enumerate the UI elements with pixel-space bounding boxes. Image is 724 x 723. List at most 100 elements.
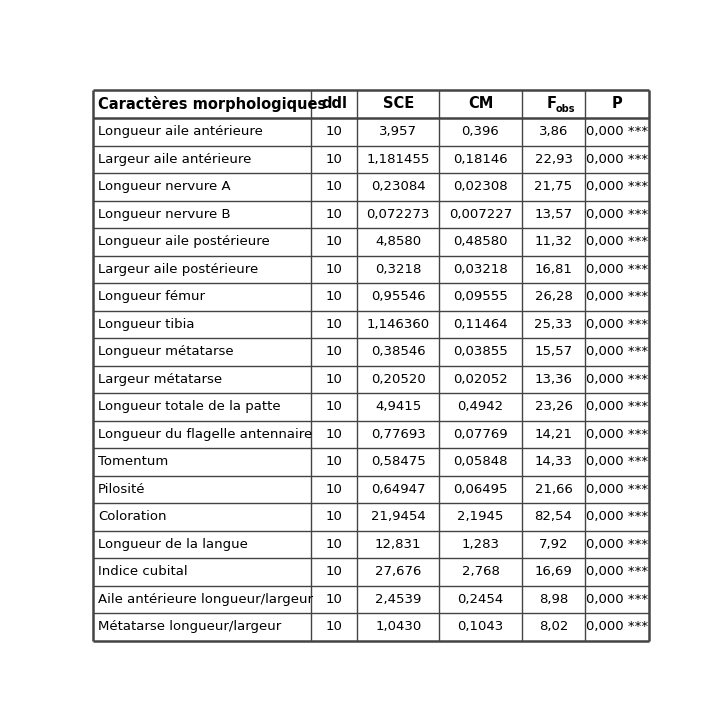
Text: 0,007227: 0,007227 bbox=[449, 208, 512, 221]
Text: 21,75: 21,75 bbox=[534, 181, 573, 194]
Text: 16,81: 16,81 bbox=[534, 263, 573, 276]
Text: Longueur totale de la patte: Longueur totale de la patte bbox=[98, 401, 280, 414]
Text: 4,9415: 4,9415 bbox=[375, 401, 421, 414]
Text: 0,000 ***: 0,000 *** bbox=[586, 153, 648, 166]
Text: 0,000 ***: 0,000 *** bbox=[586, 291, 648, 304]
Text: Longueur nervure A: Longueur nervure A bbox=[98, 181, 230, 194]
Text: 0,072273: 0,072273 bbox=[366, 208, 430, 221]
Text: 0,64947: 0,64947 bbox=[371, 483, 426, 496]
Text: Longueur du flagelle antennaire: Longueur du flagelle antennaire bbox=[98, 428, 312, 441]
Text: 0,000 ***: 0,000 *** bbox=[586, 593, 648, 606]
Text: P: P bbox=[612, 96, 623, 111]
Text: 0,396: 0,396 bbox=[462, 126, 500, 138]
Text: 1,0430: 1,0430 bbox=[375, 620, 421, 633]
Text: 22,93: 22,93 bbox=[534, 153, 573, 166]
Text: 12,831: 12,831 bbox=[375, 538, 421, 551]
Text: 0,000 ***: 0,000 *** bbox=[586, 126, 648, 138]
Text: 10: 10 bbox=[326, 263, 342, 276]
Text: Coloration: Coloration bbox=[98, 510, 167, 523]
Text: Longueur nervure B: Longueur nervure B bbox=[98, 208, 230, 221]
Text: 0,77693: 0,77693 bbox=[371, 428, 426, 441]
Text: Longueur aile postérieure: Longueur aile postérieure bbox=[98, 236, 269, 249]
Text: 27,676: 27,676 bbox=[375, 565, 421, 578]
Text: 0,000 ***: 0,000 *** bbox=[586, 538, 648, 551]
Text: 10: 10 bbox=[326, 373, 342, 386]
Text: 0,000 ***: 0,000 *** bbox=[586, 455, 648, 469]
Text: F: F bbox=[547, 96, 557, 111]
Text: 15,57: 15,57 bbox=[534, 346, 573, 359]
Text: CM: CM bbox=[468, 96, 493, 111]
Text: 10: 10 bbox=[326, 428, 342, 441]
Text: 2,1945: 2,1945 bbox=[458, 510, 504, 523]
Text: 0,20520: 0,20520 bbox=[371, 373, 426, 386]
Text: 1,283: 1,283 bbox=[461, 538, 500, 551]
Text: 0,000 ***: 0,000 *** bbox=[586, 181, 648, 194]
Text: 13,36: 13,36 bbox=[534, 373, 573, 386]
Text: 0,000 ***: 0,000 *** bbox=[586, 428, 648, 441]
Text: 10: 10 bbox=[326, 318, 342, 331]
Text: 14,33: 14,33 bbox=[534, 455, 573, 469]
Text: 0,000 ***: 0,000 *** bbox=[586, 346, 648, 359]
Text: 0,000 ***: 0,000 *** bbox=[586, 263, 648, 276]
Text: 0,000 ***: 0,000 *** bbox=[586, 620, 648, 633]
Text: 0,1043: 0,1043 bbox=[458, 620, 504, 633]
Text: Caractères morphologiques: Caractères morphologiques bbox=[98, 96, 326, 112]
Text: 0,000 ***: 0,000 *** bbox=[586, 565, 648, 578]
Text: 10: 10 bbox=[326, 181, 342, 194]
Text: 0,05848: 0,05848 bbox=[453, 455, 508, 469]
Text: 0,3218: 0,3218 bbox=[375, 263, 421, 276]
Text: 82,54: 82,54 bbox=[534, 510, 573, 523]
Text: 2,4539: 2,4539 bbox=[375, 593, 421, 606]
Text: 0,02308: 0,02308 bbox=[453, 181, 508, 194]
Text: Longueur métatarse: Longueur métatarse bbox=[98, 346, 233, 359]
Text: 25,33: 25,33 bbox=[534, 318, 573, 331]
Text: 26,28: 26,28 bbox=[534, 291, 573, 304]
Text: 10: 10 bbox=[326, 236, 342, 249]
Text: 10: 10 bbox=[326, 565, 342, 578]
Text: 13,57: 13,57 bbox=[534, 208, 573, 221]
Text: 0,02052: 0,02052 bbox=[453, 373, 508, 386]
Text: 3,86: 3,86 bbox=[539, 126, 568, 138]
Text: Largeur aile postérieure: Largeur aile postérieure bbox=[98, 263, 258, 276]
Text: Aile antérieure longueur/largeur: Aile antérieure longueur/largeur bbox=[98, 593, 313, 606]
Text: 7,92: 7,92 bbox=[539, 538, 568, 551]
Text: 10: 10 bbox=[326, 291, 342, 304]
Text: ddl: ddl bbox=[321, 96, 347, 111]
Text: 3,957: 3,957 bbox=[379, 126, 417, 138]
Text: Largeur aile antérieure: Largeur aile antérieure bbox=[98, 153, 251, 166]
Text: 0,48580: 0,48580 bbox=[453, 236, 508, 249]
Text: 0,03855: 0,03855 bbox=[453, 346, 508, 359]
Text: 0,000 ***: 0,000 *** bbox=[586, 318, 648, 331]
Text: 0,000 ***: 0,000 *** bbox=[586, 373, 648, 386]
Text: 10: 10 bbox=[326, 346, 342, 359]
Text: 0,06495: 0,06495 bbox=[453, 483, 508, 496]
Text: 0,38546: 0,38546 bbox=[371, 346, 426, 359]
Text: 0,000 ***: 0,000 *** bbox=[586, 510, 648, 523]
Text: 10: 10 bbox=[326, 620, 342, 633]
Text: 10: 10 bbox=[326, 510, 342, 523]
Text: 0,4942: 0,4942 bbox=[458, 401, 504, 414]
Text: 0,000 ***: 0,000 *** bbox=[586, 236, 648, 249]
Text: 0,03218: 0,03218 bbox=[453, 263, 508, 276]
Text: 0,000 ***: 0,000 *** bbox=[586, 208, 648, 221]
Text: 0,95546: 0,95546 bbox=[371, 291, 426, 304]
Text: 0,11464: 0,11464 bbox=[453, 318, 508, 331]
Text: 0,23084: 0,23084 bbox=[371, 181, 426, 194]
Text: 8,02: 8,02 bbox=[539, 620, 568, 633]
Text: 0,000 ***: 0,000 *** bbox=[586, 401, 648, 414]
Text: Tomentum: Tomentum bbox=[98, 455, 168, 469]
Text: 2,768: 2,768 bbox=[461, 565, 500, 578]
Text: 10: 10 bbox=[326, 208, 342, 221]
Text: 10: 10 bbox=[326, 153, 342, 166]
Text: 21,66: 21,66 bbox=[534, 483, 573, 496]
Text: 0,09555: 0,09555 bbox=[453, 291, 508, 304]
Text: Longueur tibia: Longueur tibia bbox=[98, 318, 194, 331]
Text: 4,8580: 4,8580 bbox=[375, 236, 421, 249]
Text: 8,98: 8,98 bbox=[539, 593, 568, 606]
Text: 0,2454: 0,2454 bbox=[458, 593, 504, 606]
Text: 0,18146: 0,18146 bbox=[453, 153, 508, 166]
Text: 1,181455: 1,181455 bbox=[366, 153, 430, 166]
Text: Pilosité: Pilosité bbox=[98, 483, 146, 496]
Text: Longueur aile antérieure: Longueur aile antérieure bbox=[98, 126, 263, 138]
Text: Largeur métatarse: Largeur métatarse bbox=[98, 373, 222, 386]
